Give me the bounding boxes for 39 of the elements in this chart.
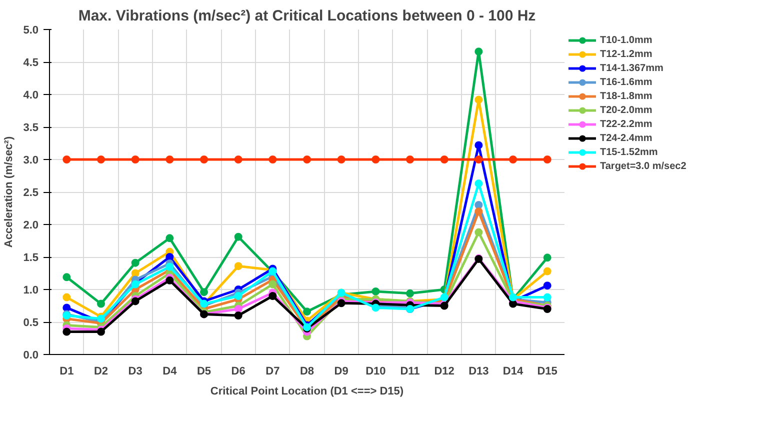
y-tick-label: 0.5 <box>23 317 39 329</box>
x-tick-label: D10 <box>366 366 386 378</box>
y-tick-label: 0.0 <box>23 350 39 362</box>
legend-label: T18-1.8mm <box>600 90 652 102</box>
legend-label: T24-2.4mm <box>600 132 652 144</box>
legend-label: T20-2.0mm <box>600 104 652 116</box>
x-tick-label: D14 <box>502 366 524 378</box>
y-tick-label: 4.0 <box>23 90 39 102</box>
x-tick-label: D9 <box>334 366 348 378</box>
legend-label: Target=3.0 m/sec2 <box>600 160 686 172</box>
y-tick-label: 5.0 <box>23 24 39 36</box>
x-tick-label: D6 <box>231 366 246 378</box>
y-tick-label: 2.0 <box>23 220 39 232</box>
legend-label: T14-1.367mm <box>600 62 664 74</box>
x-tick-label: D15 <box>537 366 558 378</box>
chart-title: Max. Vibrations (m/sec²) at Critical Locations between 0 - 100 Hz <box>78 8 536 24</box>
x-tick-label: D12 <box>434 366 454 378</box>
y-axis-title: Acceleration (m/sec²) <box>3 136 16 248</box>
legend-label: T16-1.6mm <box>600 76 652 88</box>
x-tick-label: D8 <box>300 366 314 378</box>
x-tick-label: D5 <box>196 366 212 378</box>
x-tick-label: D13 <box>468 366 489 378</box>
legend-label: T15-1.52mm <box>600 146 658 158</box>
y-tick-label: 3.5 <box>23 122 39 134</box>
x-tick-label: D3 <box>128 366 142 378</box>
y-tick-label: 1.0 <box>23 284 39 296</box>
x-tick-label: D7 <box>266 366 280 378</box>
x-tick-label: D1 <box>60 366 74 378</box>
y-tick-label: 4.5 <box>23 57 39 69</box>
y-tick-label: 1.5 <box>23 252 39 264</box>
legend-label: T12-1.2mm <box>600 48 652 60</box>
x-tick-label: D11 <box>400 366 420 378</box>
x-tick-label: D4 <box>162 366 178 378</box>
x-axis-title: Critical Point Location (D1 <==> D15) <box>210 386 404 398</box>
legend-label: T10-1.0mm <box>600 34 652 46</box>
y-tick-label: 2.5 <box>23 187 39 199</box>
y-tick-label: 3.0 <box>23 154 39 166</box>
legend-label: T22-2.2mm <box>600 118 652 130</box>
x-tick-label: D2 <box>94 366 108 378</box>
